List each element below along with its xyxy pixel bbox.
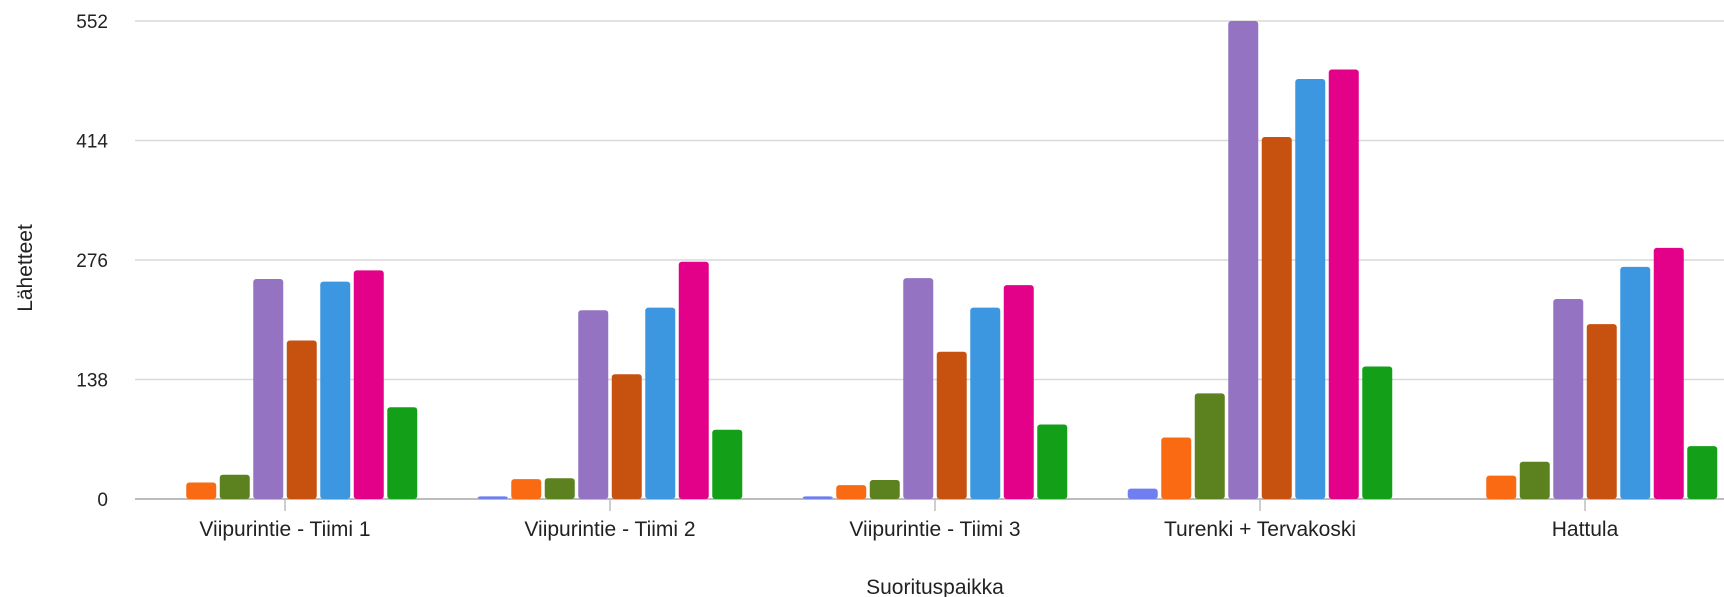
bar xyxy=(1586,324,1617,499)
bar xyxy=(678,261,709,499)
bar xyxy=(903,278,934,499)
x-tick-label: Viipurintie - Tiimi 1 xyxy=(199,518,370,541)
y-axis-title: Lähetteet xyxy=(14,224,37,312)
bar xyxy=(1228,21,1259,499)
y-tick-label: 552 xyxy=(76,12,108,33)
bar xyxy=(1003,285,1034,499)
y-tick-label: 0 xyxy=(97,490,108,511)
bar xyxy=(836,485,867,499)
bar xyxy=(353,270,384,499)
bar xyxy=(1519,461,1550,499)
y-tick-label: 138 xyxy=(76,371,108,392)
bar xyxy=(611,374,642,499)
bar xyxy=(578,310,609,499)
bar xyxy=(1161,437,1192,499)
bar xyxy=(1653,247,1684,499)
bar xyxy=(1328,69,1359,500)
x-tick-label: Hattula xyxy=(1552,518,1619,541)
x-axis-ticks: Viipurintie - Tiimi 1 Viipurintie - Tiimi… xyxy=(199,499,1619,541)
bar xyxy=(712,429,743,499)
bar xyxy=(219,474,250,499)
bar xyxy=(1687,446,1718,499)
bar xyxy=(511,479,542,499)
bar xyxy=(1486,475,1517,499)
bar xyxy=(253,279,284,499)
bar xyxy=(387,407,418,499)
bar xyxy=(186,482,217,499)
x-axis-title: Suorituspaikka xyxy=(866,576,1004,597)
bar xyxy=(1037,424,1068,499)
y-axis-ticks: 0 138 276 414 552 xyxy=(76,12,108,511)
bar xyxy=(970,307,1001,499)
bar xyxy=(1194,393,1225,499)
bar xyxy=(869,479,900,499)
bar xyxy=(1127,488,1158,499)
bar xyxy=(1620,266,1651,499)
bar xyxy=(1295,79,1326,499)
y-tick-label: 276 xyxy=(76,251,108,272)
bar xyxy=(802,496,833,499)
bar xyxy=(320,281,351,499)
bar xyxy=(477,496,508,499)
x-tick-label: Viipurintie - Tiimi 2 xyxy=(524,518,695,541)
bar xyxy=(544,478,575,499)
y-tick-label: 414 xyxy=(76,132,108,153)
bar xyxy=(286,340,317,499)
bar xyxy=(936,351,967,499)
bar xyxy=(1261,137,1292,499)
x-tick-label: Viipurintie - Tiimi 3 xyxy=(849,518,1020,541)
x-tick-label: Turenki + Tervakoski xyxy=(1164,518,1356,541)
bar xyxy=(1362,366,1393,499)
bars xyxy=(186,21,1718,500)
bar xyxy=(1553,298,1584,499)
bar xyxy=(645,307,676,499)
